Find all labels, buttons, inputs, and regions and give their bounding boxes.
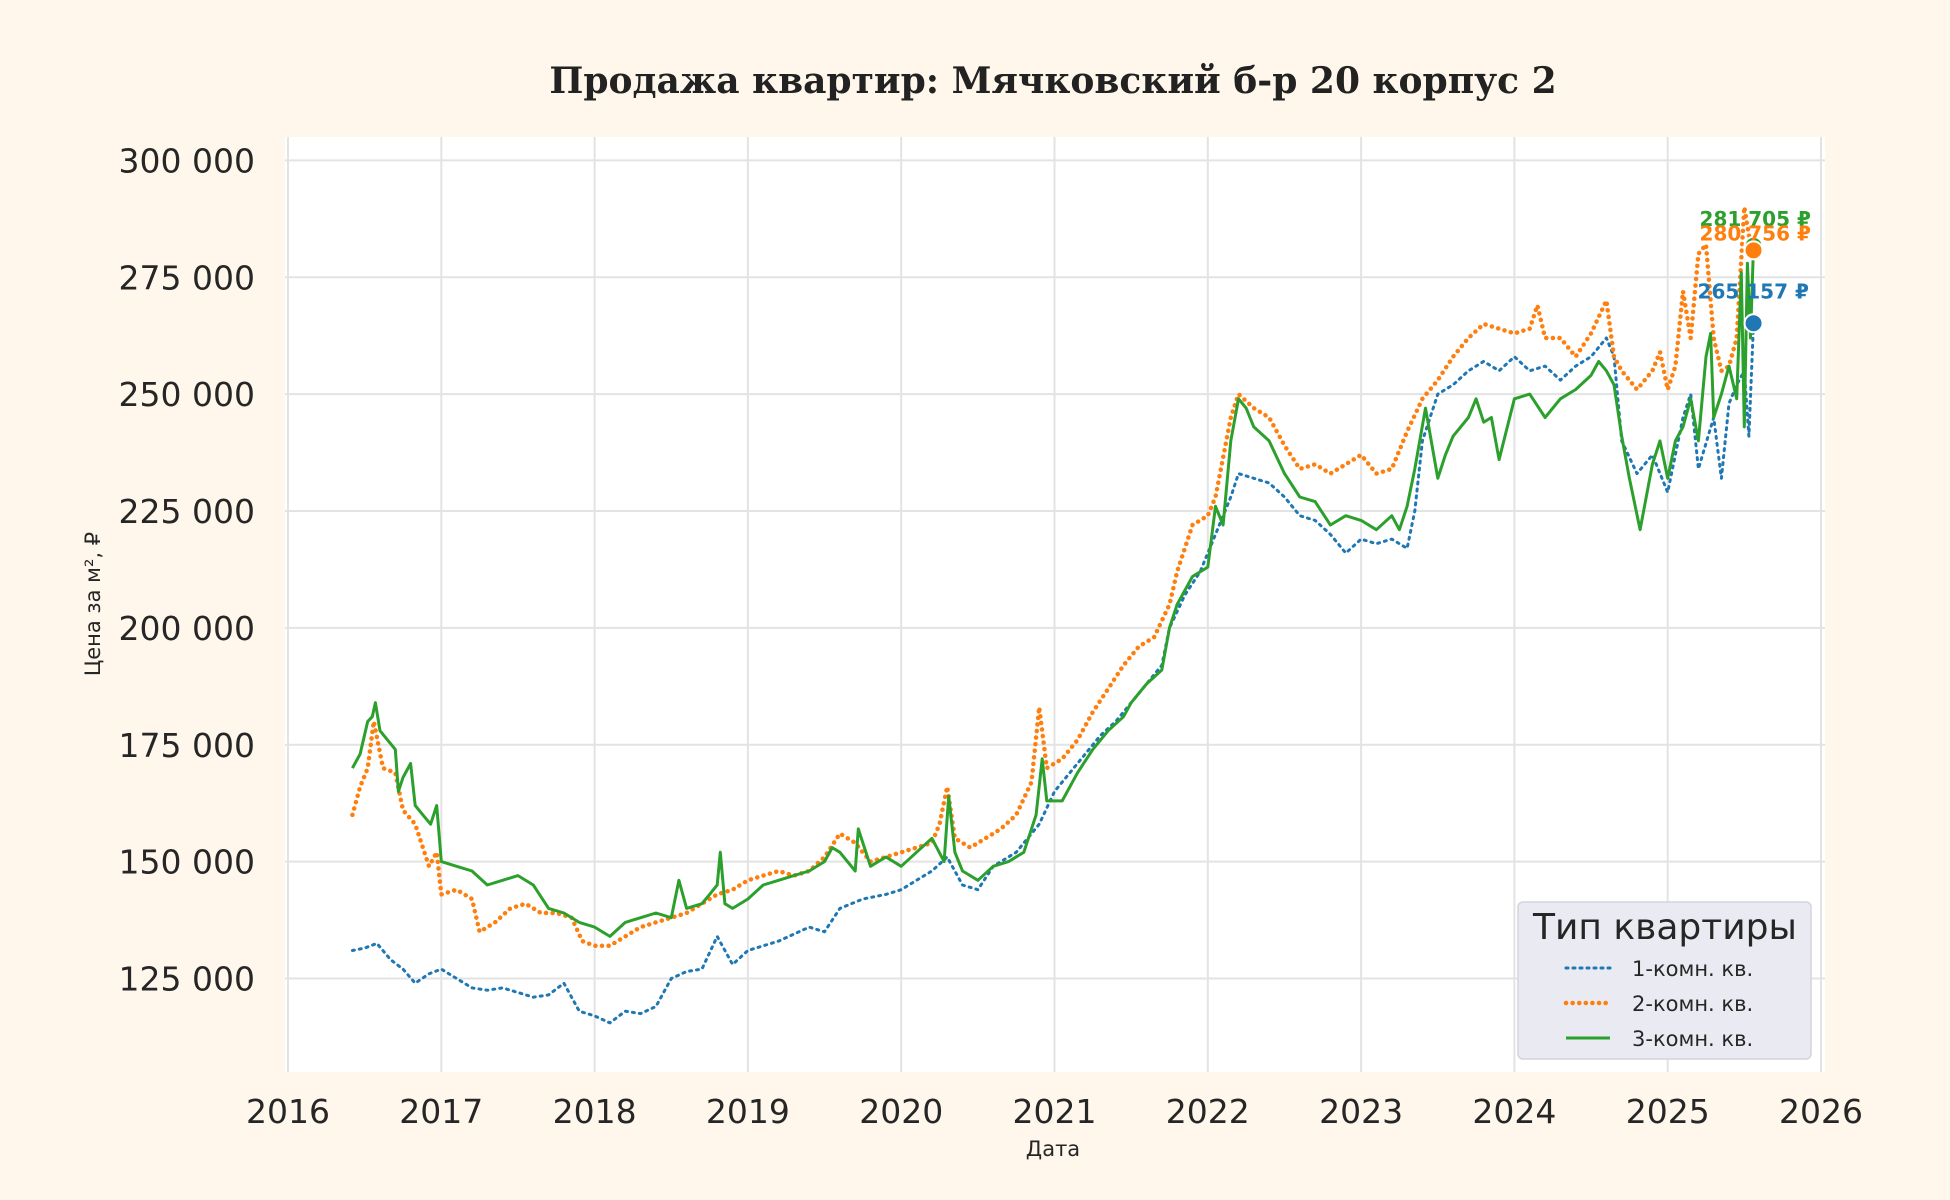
x-axis-label: Дата: [1026, 1137, 1080, 1161]
gridlines: [285, 137, 1825, 1072]
series-line-2: [350, 204, 1756, 949]
x-tick-label: 2016: [246, 1092, 330, 1131]
last-value-label: 280 756 ₽: [1700, 221, 1811, 245]
series-layer: [350, 204, 1756, 1025]
annotations-layer: 281 705 ₽280 756 ₽ 265 157 ₽: [1698, 207, 1811, 334]
y-axis-label: Цена за м², ₽: [81, 532, 105, 676]
y-tick-label: 300 000: [119, 141, 255, 180]
y-tick-label: 275 000: [119, 258, 255, 297]
y-tick-label: 175 000: [119, 726, 255, 765]
last-value-marker: [1743, 313, 1764, 334]
x-tick-label: 2019: [706, 1092, 790, 1131]
last-value-marker: [1743, 240, 1764, 261]
x-tick-label: 2024: [1472, 1092, 1556, 1131]
x-tick-label: 2025: [1626, 1092, 1710, 1131]
x-axis-ticks: 2016 2017 2018 2019 2020 2021 2022 2023 2024 2025…: [246, 1092, 1863, 1131]
x-tick-label: 2023: [1319, 1092, 1403, 1131]
legend-box: [1517, 901, 1812, 1060]
y-tick-label: 225 000: [119, 492, 255, 531]
x-tick-label: 2021: [1013, 1092, 1097, 1131]
legend-label: 2-комн. кв.: [1632, 992, 1753, 1016]
legend: Тип квартиры 1-комн. кв. 2-комн. кв. 3-ком…: [1517, 901, 1812, 1060]
legend-label: 1-комн. кв.: [1632, 957, 1753, 981]
y-tick-label: 250 000: [119, 375, 255, 414]
y-axis-ticks: 125 000 150 000 175 000 200 000 225 000 250 0…: [119, 141, 255, 998]
legend-items: 1-комн. кв. 2-комн. кв. 3-комн. кв.: [1563, 957, 1753, 1051]
legend-label: 3-комн. кв.: [1632, 1027, 1753, 1051]
x-tick-label: 2018: [553, 1092, 637, 1131]
last-value-label: 265 157 ₽: [1698, 279, 1809, 303]
x-tick-label: 2026: [1779, 1092, 1863, 1131]
y-tick-label: 125 000: [119, 960, 255, 999]
x-tick-label: 2022: [1166, 1092, 1250, 1131]
y-tick-label: 200 000: [119, 609, 255, 648]
series-line-3: [351, 245, 1755, 938]
chart-title: Продажа квартир: Мячковский б-р 20 корпу…: [549, 60, 1556, 102]
x-tick-label: 2020: [859, 1092, 943, 1131]
y-tick-label: 150 000: [119, 843, 255, 882]
legend-title: Тип квартиры: [1532, 907, 1797, 948]
last-value-label: 281 705 ₽: [1700, 207, 1811, 231]
x-tick-label: 2017: [399, 1092, 483, 1131]
